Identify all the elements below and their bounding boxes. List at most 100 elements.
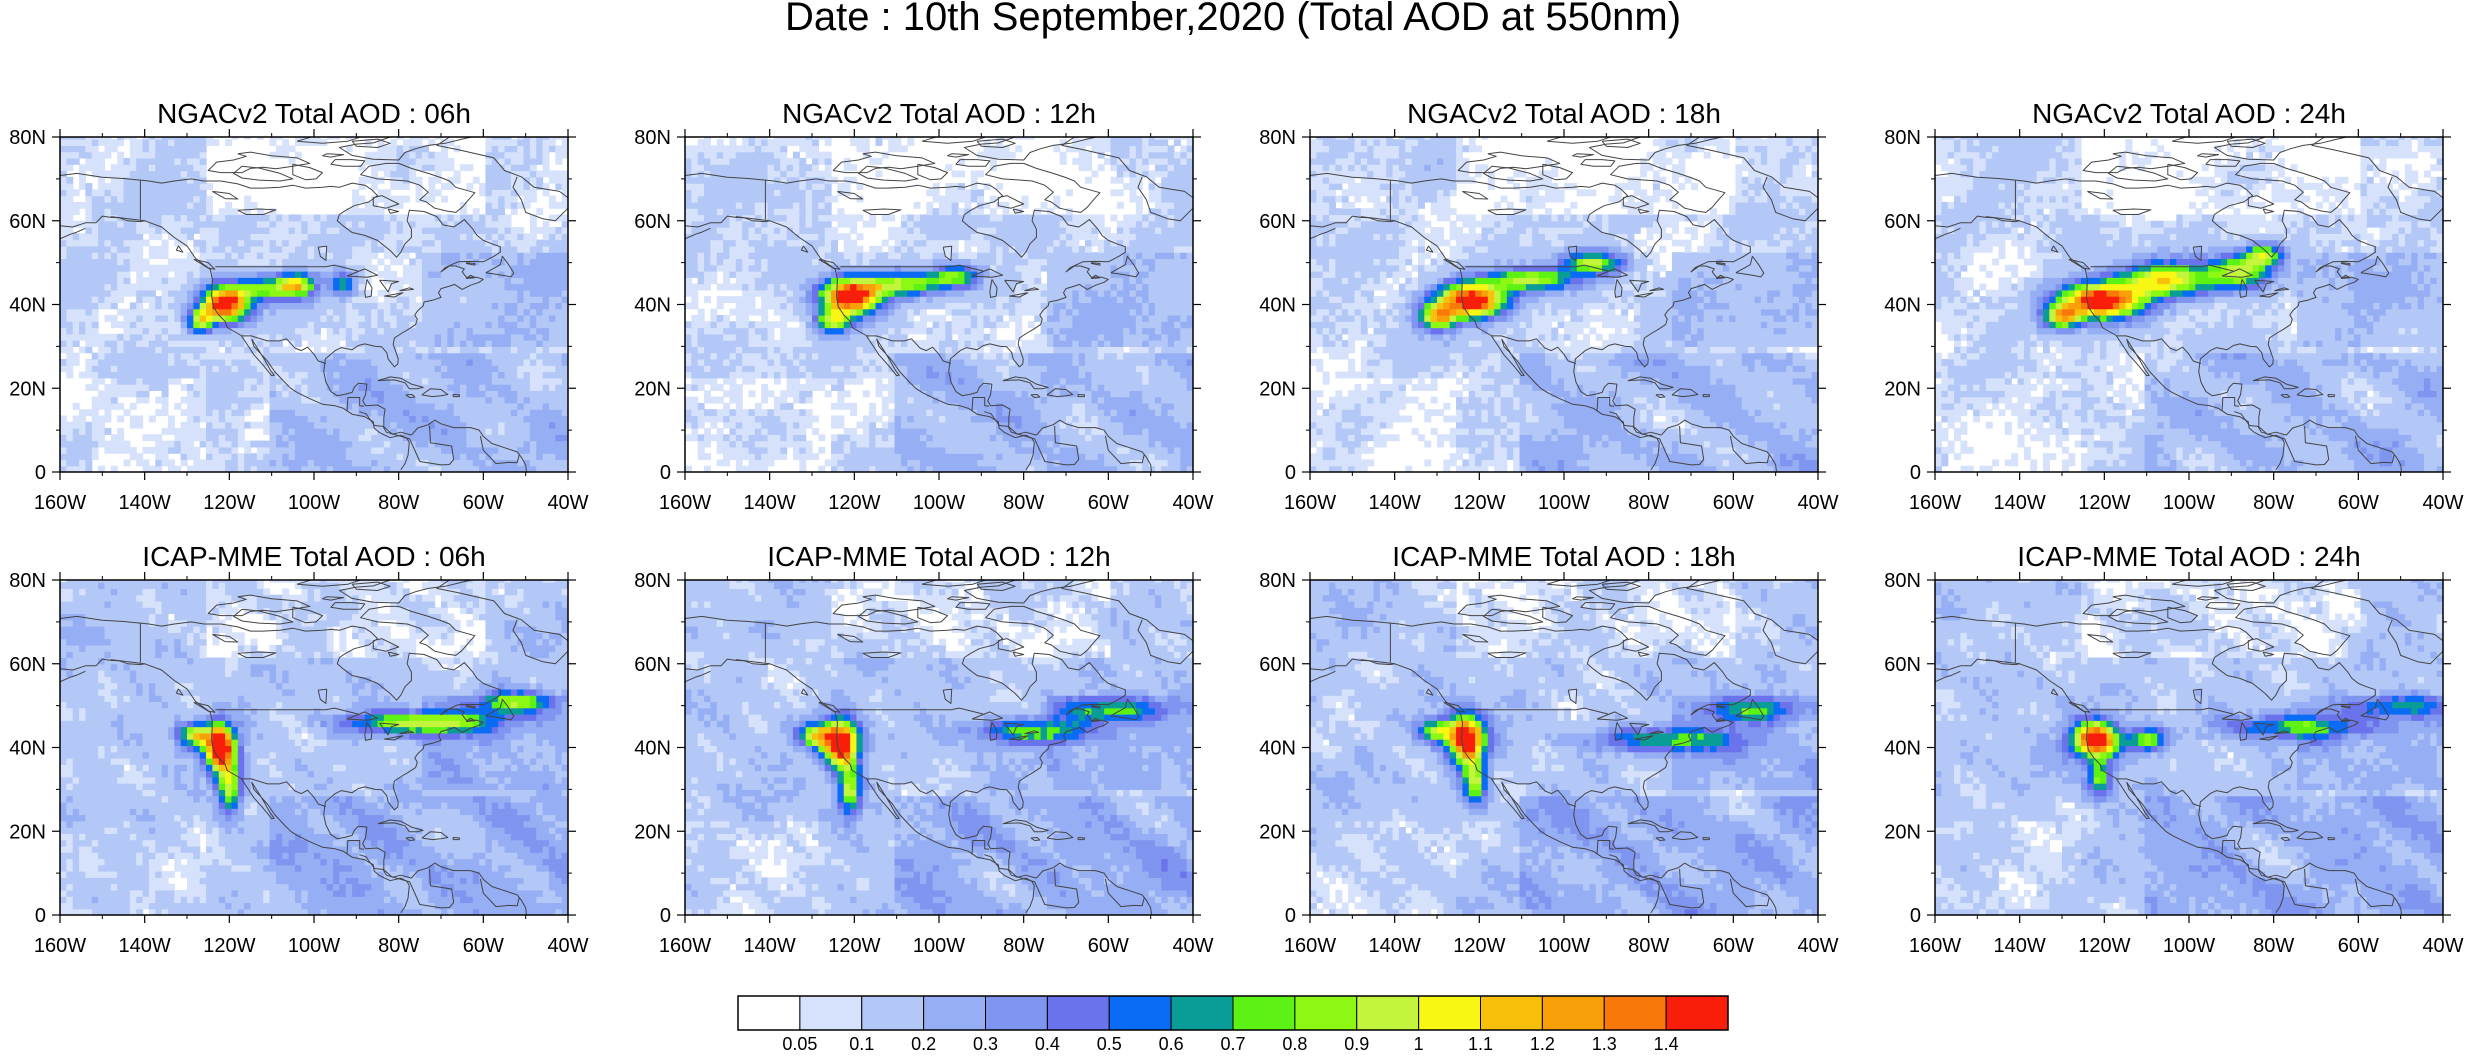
aod-cell xyxy=(1129,402,1137,410)
aod-cell xyxy=(301,277,309,285)
aod-cell xyxy=(244,352,252,360)
aod-cell xyxy=(932,459,940,467)
aod-cell xyxy=(466,402,474,410)
aod-cell xyxy=(326,440,334,448)
aod-cell xyxy=(850,428,858,435)
aod-cell xyxy=(123,264,131,272)
aod-cell xyxy=(225,245,233,253)
aod-cell xyxy=(498,314,506,322)
aod-cell xyxy=(441,459,448,467)
aod-cell xyxy=(98,402,106,410)
aod-cell xyxy=(409,415,417,423)
aod-cell xyxy=(1066,446,1073,454)
aod-cell xyxy=(856,358,864,366)
aod-cell xyxy=(60,151,67,159)
aod-cell xyxy=(542,384,550,391)
aod-cell xyxy=(352,415,360,423)
aod-cell xyxy=(345,465,353,472)
aod-cell xyxy=(850,371,858,379)
aod-cell xyxy=(510,352,518,360)
aod-cell xyxy=(536,176,544,184)
aod-cell xyxy=(212,446,220,454)
aod-cell xyxy=(104,277,112,285)
aod-cell xyxy=(1059,384,1067,391)
aod-cell xyxy=(225,352,233,360)
aod-cell xyxy=(390,384,398,391)
aod-cell xyxy=(485,283,493,291)
aod-cell xyxy=(964,371,972,379)
aod-cell xyxy=(485,252,493,260)
aod-cell xyxy=(421,145,429,153)
aod-cell xyxy=(117,340,125,347)
aod-cell xyxy=(218,434,226,442)
aod-cell xyxy=(237,239,245,247)
aod-cell xyxy=(843,453,851,461)
aod-cell xyxy=(294,327,302,335)
aod-cell xyxy=(110,264,118,272)
aod-cell xyxy=(542,227,550,234)
aod-cell xyxy=(301,245,309,253)
aod-cell xyxy=(1097,440,1105,448)
aod-cell xyxy=(225,201,233,209)
aod-cell xyxy=(269,264,277,272)
aod-cell xyxy=(831,459,838,467)
aod-cell xyxy=(498,151,506,159)
aod-cell xyxy=(123,195,131,203)
aod-cell xyxy=(263,340,271,347)
aod-cell xyxy=(428,139,436,146)
aod-cell xyxy=(244,283,252,291)
aod-cell xyxy=(472,220,480,228)
aod-cell xyxy=(466,377,474,385)
aod-cell xyxy=(996,459,1004,467)
aod-cell xyxy=(421,245,429,253)
aod-cell xyxy=(371,446,379,454)
aod-cell xyxy=(288,245,296,253)
aod-cell xyxy=(358,264,366,272)
aod-cell xyxy=(1002,428,1010,435)
aod-cell xyxy=(561,428,568,435)
aod-cell xyxy=(320,377,328,385)
aod-cell xyxy=(460,453,467,461)
aod-cell xyxy=(792,415,800,423)
aod-cell xyxy=(326,459,334,467)
aod-cell xyxy=(250,365,258,373)
aod-cell xyxy=(218,415,226,423)
aod-cell xyxy=(453,371,461,379)
coastline xyxy=(465,274,476,279)
aod-cell xyxy=(377,157,385,165)
aod-cell xyxy=(104,365,112,373)
aod-cell xyxy=(479,384,487,391)
aod-cell xyxy=(850,465,858,472)
aod-cell xyxy=(504,377,512,385)
aod-cell xyxy=(174,139,182,146)
aod-cell xyxy=(142,365,150,373)
aod-cell xyxy=(282,264,290,272)
aod-cell xyxy=(339,358,347,366)
aod-cell xyxy=(723,434,731,442)
aod-cell xyxy=(542,264,550,272)
aod-cell xyxy=(1148,384,1156,391)
aod-cell xyxy=(167,415,175,423)
aod-cell xyxy=(250,283,258,291)
aod-cell xyxy=(250,465,258,472)
aod-cell xyxy=(421,220,429,228)
aod-cell xyxy=(548,233,556,241)
aod-cell xyxy=(542,446,550,454)
aod-cell xyxy=(326,252,334,260)
aod-cell xyxy=(453,396,461,404)
aod-cell xyxy=(307,289,315,297)
aod-cell xyxy=(345,434,353,442)
aod-cell xyxy=(396,183,404,190)
aod-cell xyxy=(907,421,915,429)
aod-cell xyxy=(326,340,334,347)
aod-cell xyxy=(704,377,711,385)
aod-cell xyxy=(345,396,353,404)
aod-cell xyxy=(129,176,137,184)
aod-cell xyxy=(377,321,385,329)
aod-cell xyxy=(529,245,537,253)
aod-cell xyxy=(161,440,169,448)
aod-cell xyxy=(1059,434,1067,442)
aod-cell xyxy=(1154,409,1162,417)
aod-cell xyxy=(199,440,207,448)
aod-cell xyxy=(761,409,769,417)
